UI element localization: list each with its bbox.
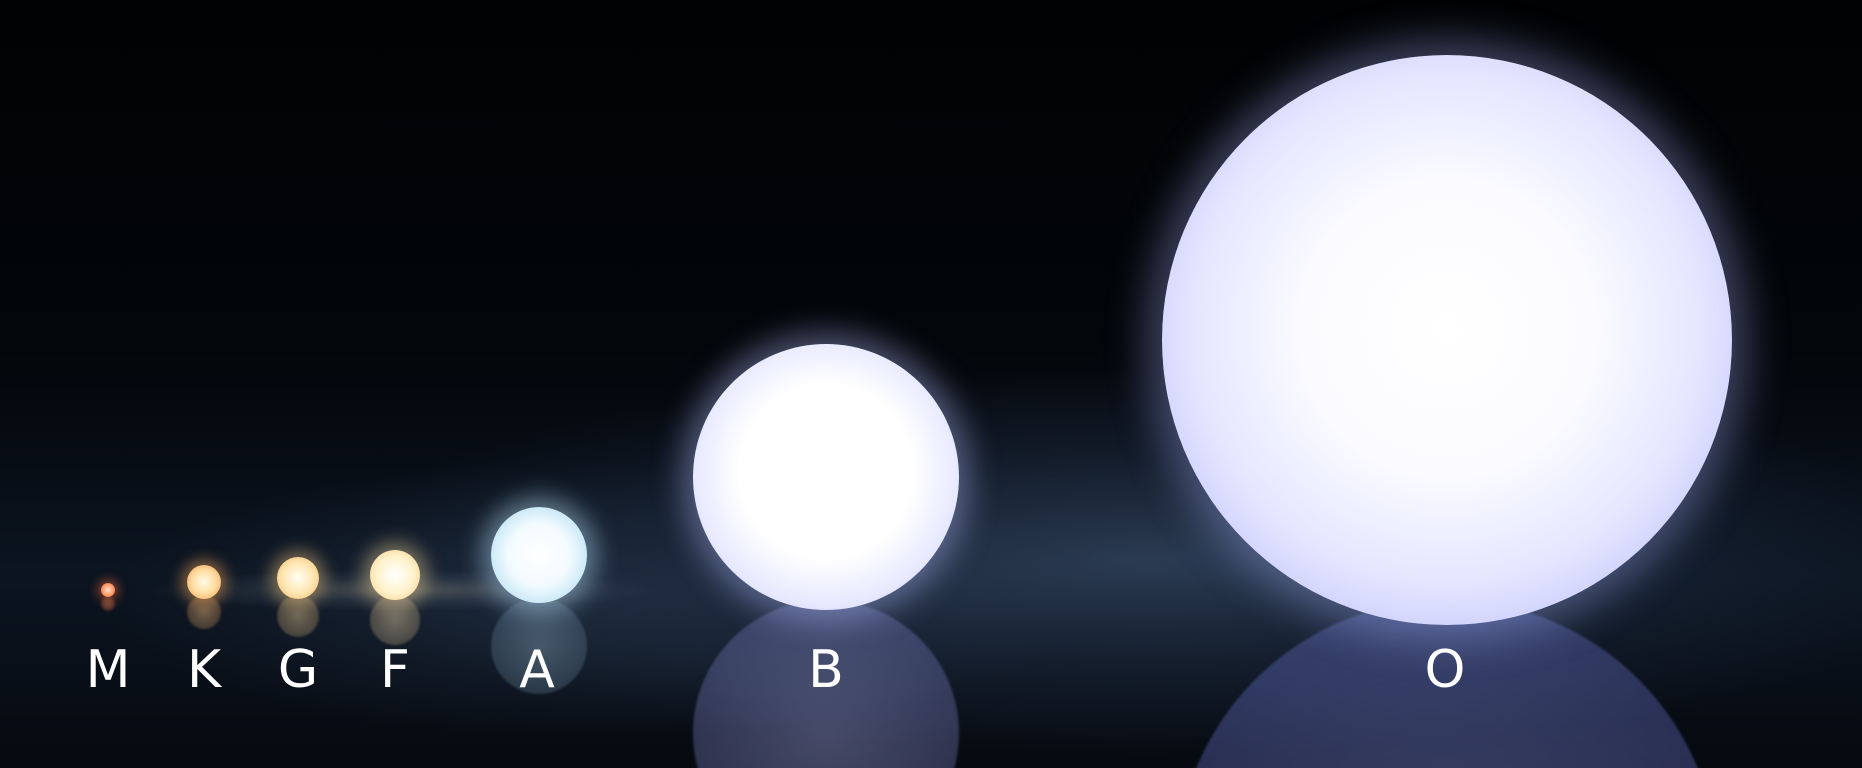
star-f-reflection bbox=[370, 595, 420, 645]
label-k: K bbox=[186, 640, 222, 700]
star-b bbox=[693, 344, 959, 610]
star-m bbox=[101, 583, 115, 597]
label-g: G bbox=[277, 640, 319, 700]
label-f: F bbox=[380, 640, 410, 700]
star-k bbox=[187, 565, 221, 599]
star-o bbox=[1162, 55, 1732, 625]
star-a bbox=[491, 507, 587, 603]
label-o: O bbox=[1424, 640, 1466, 700]
label-a: A bbox=[519, 640, 555, 700]
star-g bbox=[277, 557, 319, 599]
star-a-reflection bbox=[491, 598, 587, 694]
label-b: B bbox=[808, 640, 844, 700]
star-m-reflection bbox=[101, 597, 115, 611]
star-k-reflection bbox=[187, 595, 221, 629]
star-g-reflection bbox=[277, 595, 319, 637]
label-m: M bbox=[85, 640, 131, 700]
star-f bbox=[370, 550, 420, 600]
